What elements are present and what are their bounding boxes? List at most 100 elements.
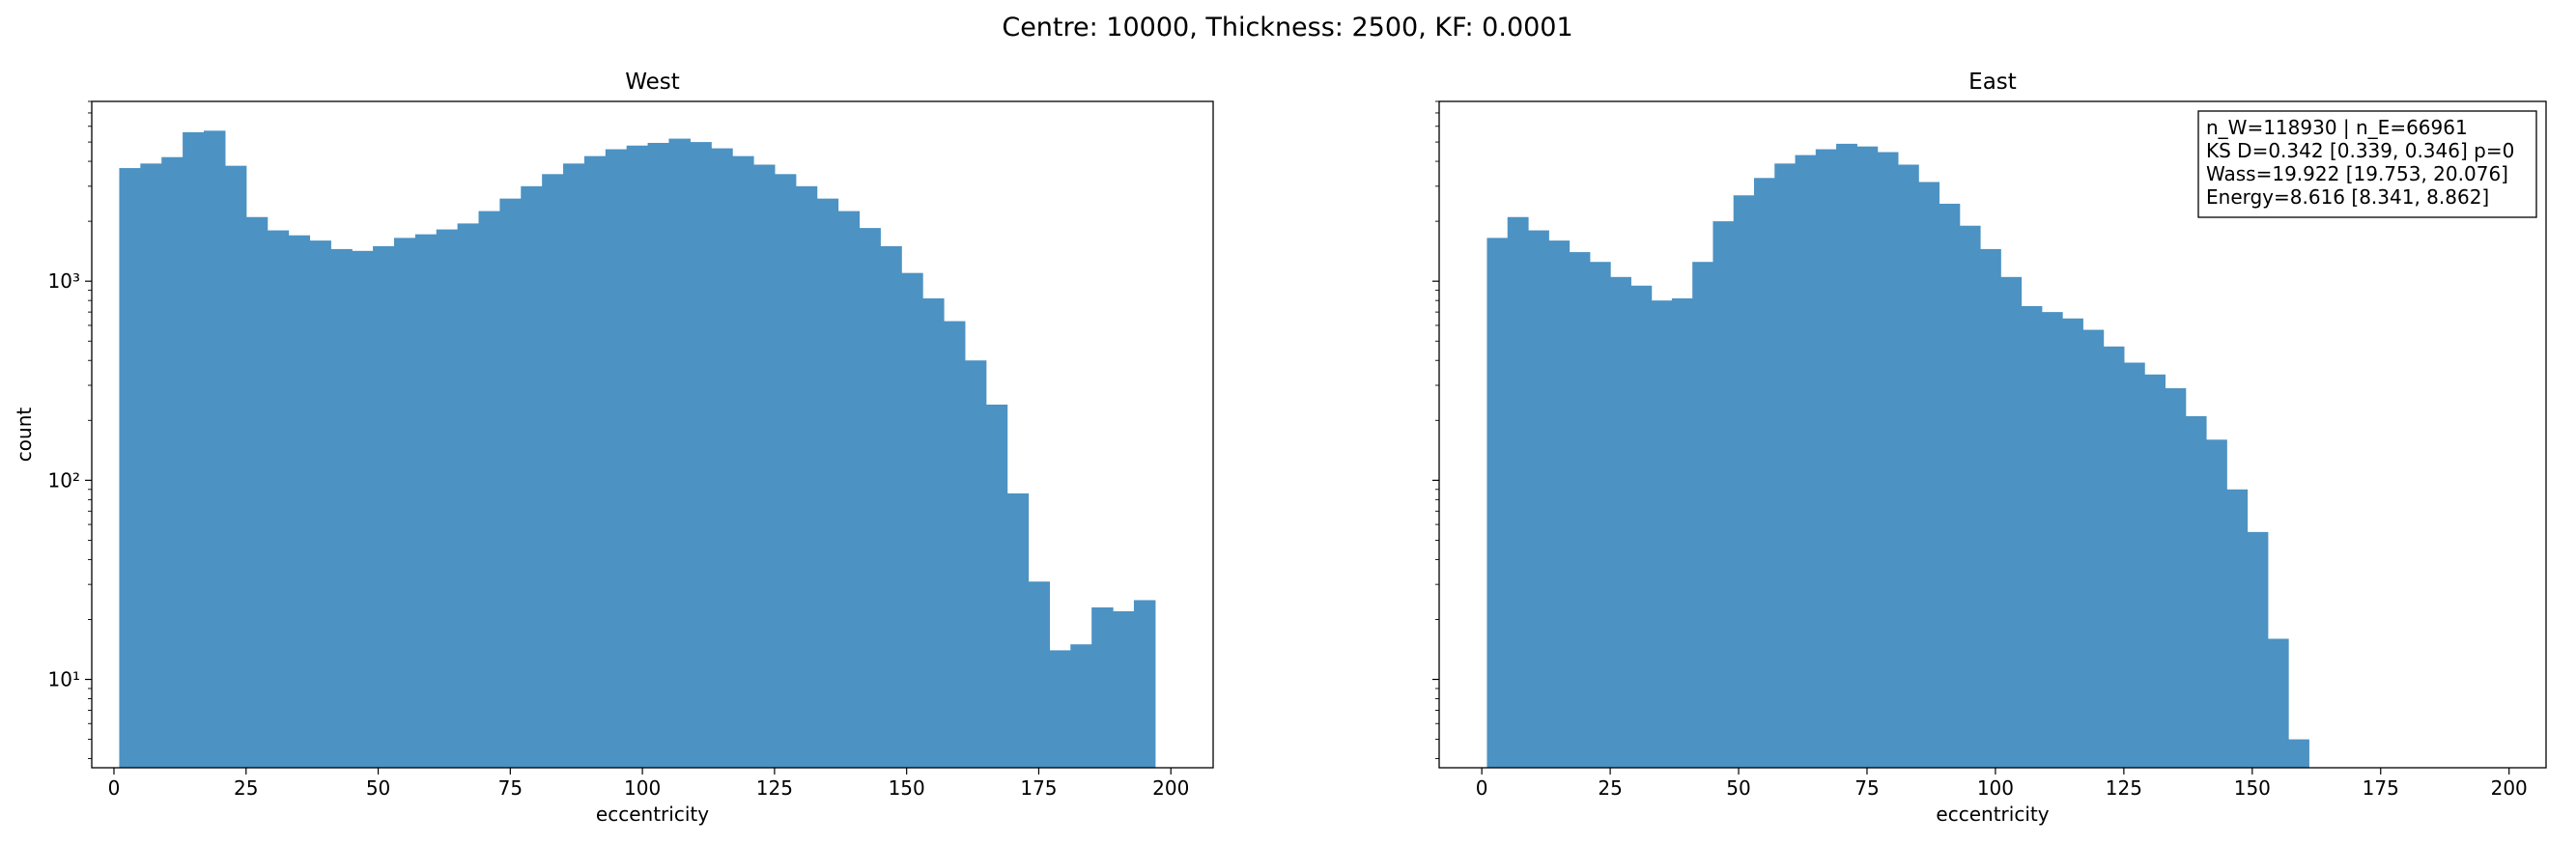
east-bar	[1671, 297, 1693, 768]
east-bar	[2205, 439, 2227, 768]
west-bar	[647, 142, 670, 769]
west-bar	[563, 163, 585, 769]
chart-west: 0 25 50 75 100 125 150 175 200 10¹ 10² 10³ West eccen…	[13, 70, 1214, 826]
west-bar	[626, 145, 649, 768]
east-bar	[1795, 155, 1817, 769]
west-x-axis-label: eccentricity	[596, 803, 709, 826]
west-bar	[880, 245, 902, 768]
west-y-tick-label: 10³	[48, 269, 80, 293]
east-x-tick-label: 125	[2106, 776, 2142, 800]
east-x-tick-label: 0	[1476, 776, 1488, 800]
east-bar	[1897, 164, 1919, 769]
east-bar	[1856, 146, 1879, 768]
west-bar	[414, 234, 438, 768]
west-x-tick-label: 25	[234, 776, 258, 800]
west-x-tick-label: 150	[889, 776, 925, 800]
east-axes-title: East	[1968, 70, 2017, 95]
west-bar	[668, 138, 691, 768]
east-stats-line: KS D=0.342 [0.339, 0.346] p=0	[2206, 139, 2514, 162]
west-bar	[267, 230, 290, 768]
west-bar	[1113, 610, 1135, 768]
west-bar	[1091, 606, 1114, 768]
west-bar	[774, 174, 797, 768]
east-bar	[2185, 415, 2207, 768]
west-bar	[457, 223, 480, 768]
west-bar	[1133, 600, 1156, 768]
chart-east: 0 25 50 75 100 125 150 175 200 East eccentricity n_…	[1432, 70, 2547, 826]
west-bar	[837, 211, 861, 768]
west-x-tick-label: 175	[1020, 776, 1057, 800]
west-bar	[203, 130, 226, 769]
west-bar	[922, 297, 945, 768]
east-bar	[2000, 276, 2023, 768]
west-bar	[499, 198, 522, 768]
east-x-tick-label: 100	[1977, 776, 2014, 800]
east-stats-line: n_W=118930 | n_E=66961	[2206, 116, 2468, 139]
east-x-tick-label: 50	[1726, 776, 1750, 800]
west-bar	[161, 156, 184, 768]
east-bar	[2267, 638, 2289, 768]
west-bar	[901, 272, 923, 768]
east-x-tick-label: 150	[2234, 776, 2271, 800]
east-bar	[1836, 143, 1857, 769]
west-bar	[245, 216, 269, 769]
west-y-axis-label: count	[13, 408, 36, 463]
west-axes-frame	[91, 100, 1214, 769]
west-bar	[119, 168, 141, 768]
west-bar	[373, 245, 395, 768]
west-x-tick-label: 125	[756, 776, 793, 800]
west-bar	[224, 165, 247, 768]
east-x-axis-label: eccentricity	[1936, 803, 2049, 826]
west-x-tick-label: 75	[498, 776, 523, 800]
east-bar	[2021, 305, 2043, 768]
east-bar	[1979, 248, 2001, 769]
west-bar	[183, 131, 205, 769]
west-x-tick-label: 100	[624, 776, 661, 800]
east-bar	[1713, 221, 1735, 768]
west-bar	[140, 163, 162, 769]
west-bar	[436, 229, 459, 768]
west-bar	[1006, 493, 1030, 768]
west-bar	[330, 248, 353, 769]
east-bar	[1815, 149, 1837, 768]
east-bar	[1939, 203, 1961, 768]
east-bar	[2103, 346, 2125, 768]
east-x-tick-label: 200	[2491, 776, 2528, 800]
east-bar	[1877, 152, 1899, 768]
east-bar	[1692, 262, 1714, 769]
east-bar	[1959, 225, 1981, 769]
west-bar	[943, 321, 966, 768]
west-bar	[1070, 644, 1092, 768]
east-bar	[2082, 329, 2105, 768]
east-x-tick-label: 25	[1598, 776, 1622, 800]
east-bar	[2123, 362, 2145, 768]
west-x-tick-label: 200	[1152, 776, 1189, 800]
west-bar	[542, 174, 564, 768]
west-bar	[732, 155, 754, 768]
east-bar	[1630, 285, 1653, 768]
west-bar	[1049, 650, 1071, 768]
west-y-tick-label: 10¹	[48, 668, 80, 691]
west-axes-title: West	[625, 70, 680, 95]
figure-title: Centre: 10000, Thickness: 2500, KF: 0.00…	[1002, 13, 1572, 42]
east-bar	[1651, 300, 1673, 768]
west-bar	[795, 185, 818, 769]
east-bar	[2165, 388, 2187, 768]
west-x-tick-label: 0	[108, 776, 121, 800]
west-bar	[753, 164, 776, 769]
west-bar	[583, 155, 607, 768]
east-bar	[1753, 178, 1775, 768]
east-bar	[2062, 318, 2083, 768]
west-bar	[816, 198, 839, 768]
west-bar	[521, 185, 543, 769]
west-bar	[985, 404, 1008, 768]
east-stats-line: Wass=19.922 [19.753, 20.076]	[2206, 162, 2508, 185]
east-x-tick-label: 75	[1854, 776, 1879, 800]
east-bar	[1733, 195, 1755, 769]
east-bar	[1774, 163, 1797, 769]
east-bar	[1527, 230, 1549, 768]
east-axes-frame	[1438, 100, 2547, 769]
east-bar	[1610, 276, 1631, 768]
east-bar	[1548, 240, 1571, 768]
